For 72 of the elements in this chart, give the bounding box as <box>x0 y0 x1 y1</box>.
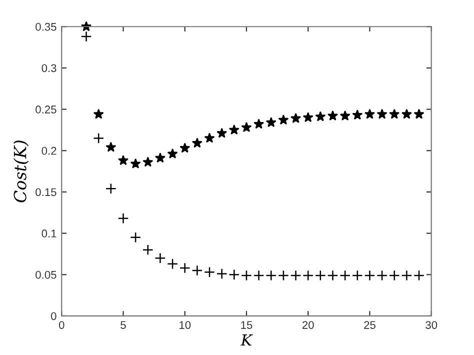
point <box>290 112 302 123</box>
point <box>93 108 104 119</box>
point <box>376 270 388 281</box>
point <box>401 270 412 281</box>
point <box>118 155 128 166</box>
point <box>315 111 326 122</box>
point <box>290 270 302 281</box>
point <box>180 142 190 153</box>
point <box>241 122 252 132</box>
point <box>352 270 363 281</box>
point <box>401 108 412 119</box>
point <box>142 244 154 256</box>
point <box>414 270 425 281</box>
point <box>253 270 264 281</box>
x-axis-title: K <box>240 334 253 346</box>
point <box>130 232 142 243</box>
point <box>388 270 400 281</box>
point <box>254 118 264 129</box>
y-tick-label: 0.3 <box>42 64 56 72</box>
y-tick-label: 0.1 <box>42 230 56 238</box>
x-tick-label: 5 <box>120 321 126 329</box>
point <box>192 138 202 148</box>
point <box>389 108 400 119</box>
point <box>216 128 228 138</box>
point <box>228 269 240 280</box>
point <box>376 108 388 119</box>
point <box>192 265 203 276</box>
point <box>364 108 375 119</box>
y-tick-label: 0.2 <box>42 146 56 155</box>
point <box>414 108 424 119</box>
point <box>278 114 289 125</box>
y-tick-label: 0.05 <box>36 270 56 279</box>
point <box>130 158 141 168</box>
point <box>314 270 326 281</box>
x-tick-label: 25 <box>364 321 376 329</box>
point <box>216 268 228 280</box>
point <box>302 112 314 122</box>
y-tick-label: 0.35 <box>36 22 56 31</box>
point <box>179 262 190 274</box>
point <box>118 212 129 224</box>
point <box>105 183 116 194</box>
point <box>142 156 154 167</box>
y-axis-title: Cost(K) <box>13 140 29 202</box>
y-tick-label: 0.25 <box>36 106 56 114</box>
point <box>240 270 252 281</box>
point <box>204 132 215 143</box>
point <box>154 252 166 264</box>
point <box>328 110 338 120</box>
point <box>327 270 338 281</box>
point <box>228 124 240 135</box>
point <box>204 266 215 278</box>
point <box>80 31 92 42</box>
point <box>340 270 351 281</box>
point <box>340 110 350 120</box>
x-tick-label: 20 <box>302 321 314 329</box>
point <box>167 148 178 158</box>
x-tick-label: 30 <box>426 321 438 329</box>
point <box>154 152 166 163</box>
point <box>93 132 104 144</box>
point <box>302 270 314 281</box>
x-tick-label: 15 <box>241 321 252 329</box>
x-tick-label: 0 <box>58 321 64 329</box>
point <box>266 270 277 281</box>
point <box>266 117 276 128</box>
point <box>278 270 289 281</box>
point <box>352 110 363 120</box>
point <box>364 270 376 281</box>
y-tick-label: 0.15 <box>36 188 56 196</box>
point <box>167 258 178 270</box>
x-tick-label: 10 <box>180 321 191 329</box>
y-tick-label: 0 <box>51 312 56 320</box>
point <box>106 142 116 152</box>
